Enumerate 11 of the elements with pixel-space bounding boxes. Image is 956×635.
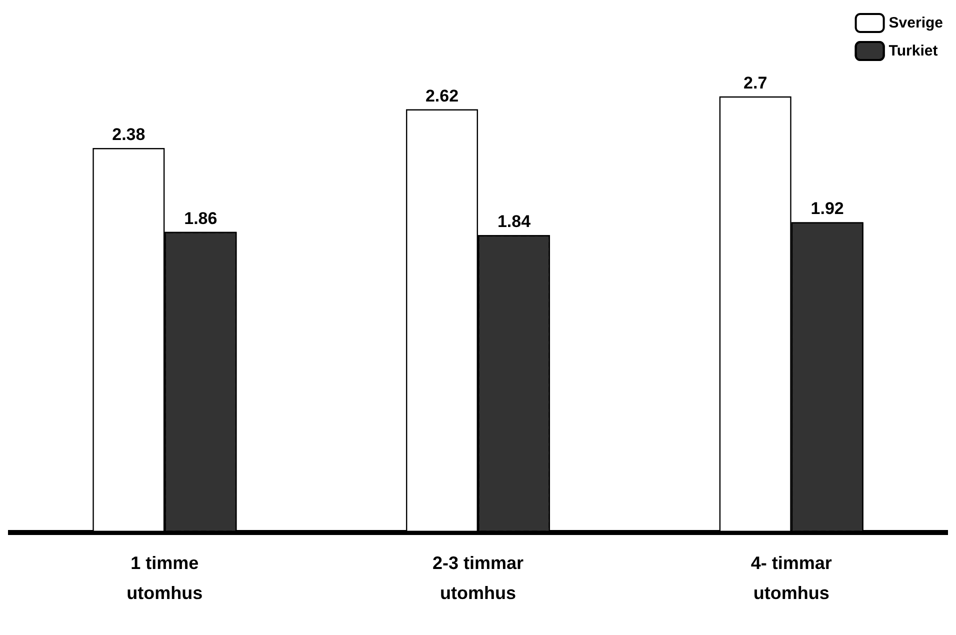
legend-label: Sverige xyxy=(888,14,944,32)
data-label: 2.7 xyxy=(744,73,768,92)
x-tick-label: 4- timmar utomhus xyxy=(750,553,832,603)
legend-label: Turkiet xyxy=(888,42,938,60)
data-label: 1.86 xyxy=(184,208,218,228)
data-label: 1.92 xyxy=(810,199,844,218)
data-label: 2.62 xyxy=(425,86,459,106)
data-label: 2.38 xyxy=(112,125,146,144)
x-tick-label: 1 timme utomhus xyxy=(126,553,203,603)
data-label: 1.84 xyxy=(497,212,532,232)
x-tick-label: 2-3 timmar utomhus xyxy=(432,553,524,603)
